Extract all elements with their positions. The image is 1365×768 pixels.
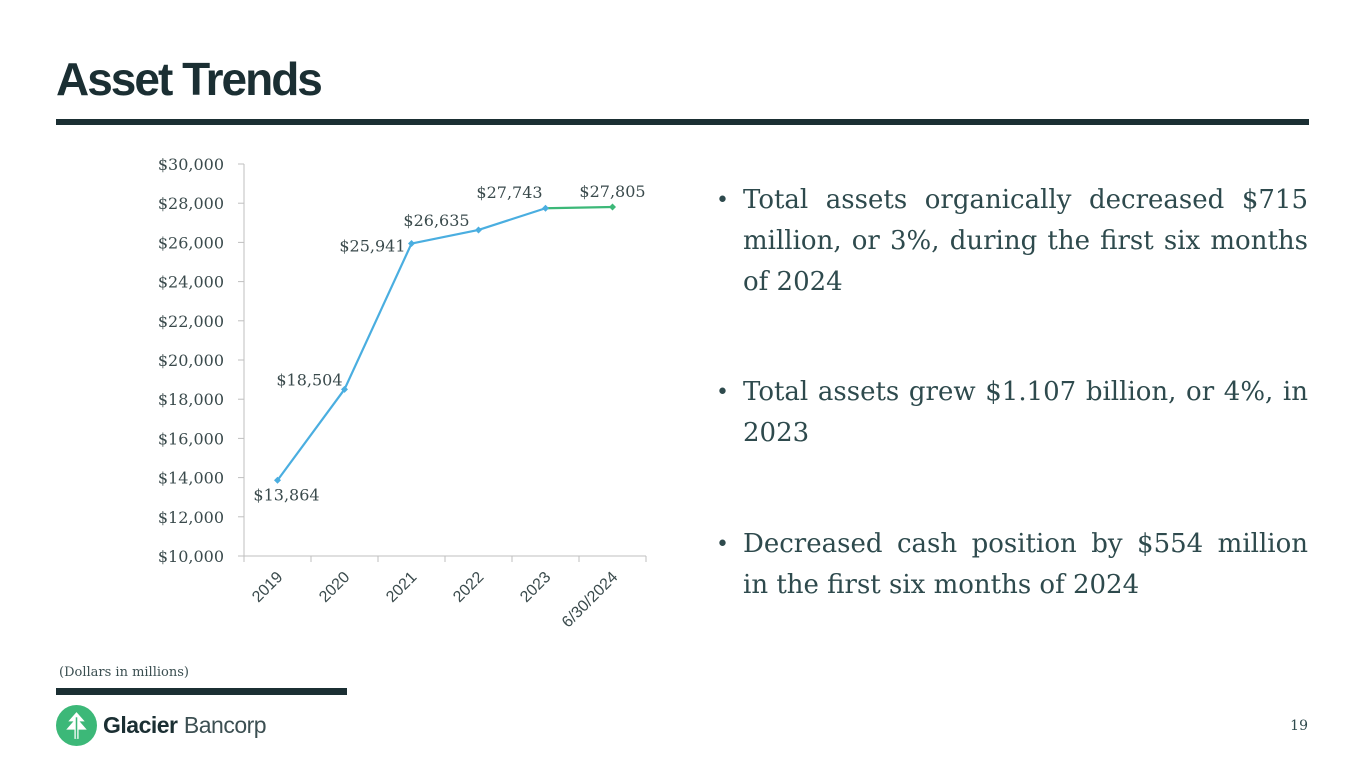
data-label: $27,743: [476, 183, 542, 202]
data-point-marker: [341, 385, 348, 393]
data-point-marker: [274, 476, 281, 484]
y-tick-label: $12,000: [158, 508, 224, 527]
bullet-cash-position: Decreased cash position by $554 million …: [716, 524, 1308, 606]
footer-divider: [56, 688, 347, 695]
units-footnote: (Dollars in millions): [59, 665, 189, 680]
brand-secondary: Bancorp: [183, 712, 267, 738]
y-tick-label: $14,000: [158, 469, 224, 488]
data-point-marker: [475, 226, 482, 234]
data-point-marker: [408, 240, 415, 248]
tree-logo-icon: [56, 705, 97, 746]
title-divider: [56, 119, 1309, 125]
x-category-label: 2022: [450, 569, 487, 606]
x-category-label: 6/30/2024: [559, 569, 621, 631]
data-point-marker: [542, 204, 549, 212]
series-line-segment: [478, 207, 546, 232]
y-tick-label: $22,000: [158, 312, 224, 331]
x-category-label: 2021: [383, 569, 420, 606]
series-line-segment: [411, 228, 479, 245]
bullet-2023-growth: Total assets grew $1.107 billion, or 4%,…: [716, 372, 1308, 454]
series-line-segment: [545, 205, 613, 210]
y-tick-label: $20,000: [158, 351, 224, 370]
y-tick-label: $24,000: [158, 273, 224, 292]
x-category-label: 2019: [249, 569, 286, 606]
glacier-bancorp-logo: Glacier Bancorp: [56, 705, 267, 746]
x-category-label: 2023: [517, 569, 554, 606]
bullet-organic-decrease: Total assets organically decreased $715 …: [716, 180, 1308, 303]
data-point-marker: [609, 203, 616, 211]
brand-primary: Glacier: [103, 712, 178, 738]
data-label: $26,635: [403, 211, 469, 230]
asset-trends-chart: $10,000 $12,000 $14,000 $16,000 $18,000 $20,0…: [158, 155, 647, 631]
data-label: $13,864: [253, 485, 319, 504]
bullet-list: Total assets organically decreased $715 …: [716, 180, 1308, 606]
series-line-segment: [276, 388, 346, 481]
data-label: $27,805: [579, 182, 645, 201]
data-label: $25,941: [339, 237, 405, 256]
page-number: 19: [1290, 718, 1308, 734]
x-category-label: 2020: [316, 569, 353, 606]
y-tick-label: $10,000: [158, 547, 224, 566]
y-tick-label: $30,000: [158, 155, 224, 174]
series-line-segment: [343, 243, 413, 390]
y-tick-label: $26,000: [158, 233, 224, 252]
y-tick-label: $18,000: [158, 390, 224, 409]
page-title: Asset Trends: [56, 53, 323, 105]
data-label: $18,504: [276, 370, 342, 389]
y-tick-label: $16,000: [158, 429, 224, 448]
y-tick-label: $28,000: [158, 194, 224, 213]
